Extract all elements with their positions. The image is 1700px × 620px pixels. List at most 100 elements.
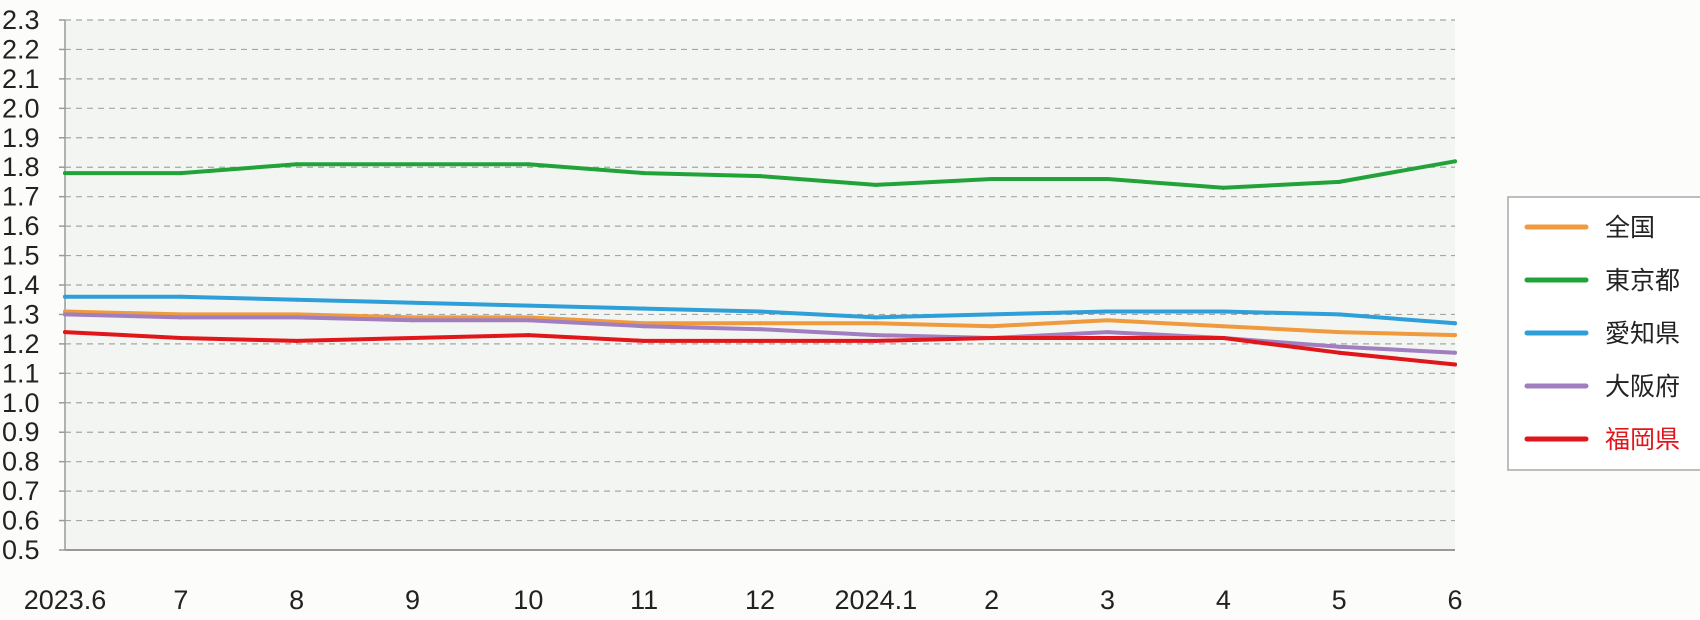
x-tick-label: 2 xyxy=(984,585,999,615)
y-tick-label: 0.6 xyxy=(2,506,40,536)
data-point xyxy=(642,171,647,176)
data-point xyxy=(1453,350,1457,355)
data-point xyxy=(410,336,415,340)
data-point xyxy=(526,333,531,338)
data-point xyxy=(526,318,531,323)
data-point xyxy=(63,312,67,317)
data-point xyxy=(1337,330,1342,335)
y-tick-label: 1.0 xyxy=(2,388,40,418)
data-point xyxy=(989,312,994,317)
data-point xyxy=(758,309,762,314)
data-point xyxy=(1337,179,1342,184)
data-point xyxy=(410,300,415,305)
x-tick-label: 12 xyxy=(745,585,775,615)
data-point xyxy=(410,318,415,323)
data-point xyxy=(410,162,415,167)
x-tick-label: 7 xyxy=(173,585,188,615)
x-tick-label: 8 xyxy=(289,585,304,615)
data-point xyxy=(758,338,762,343)
data-point xyxy=(63,330,67,335)
data-point xyxy=(989,177,994,181)
y-tick-label: 2.3 xyxy=(2,5,40,35)
x-tick-label: 10 xyxy=(513,585,543,615)
data-point xyxy=(526,162,531,167)
data-point xyxy=(873,315,878,320)
data-point xyxy=(758,174,762,179)
data-point xyxy=(1105,318,1110,323)
data-point xyxy=(873,333,878,338)
data-point xyxy=(1221,324,1226,329)
x-tick-label: 11 xyxy=(630,585,658,615)
data-point xyxy=(873,338,878,343)
data-point xyxy=(1221,309,1226,314)
data-point xyxy=(1105,336,1110,340)
data-point xyxy=(63,294,67,299)
y-axis xyxy=(59,19,66,551)
data-point xyxy=(1453,159,1457,164)
y-tick-label: 1.3 xyxy=(2,299,40,329)
x-tick-label: 6 xyxy=(1447,585,1462,615)
y-tick-label: 1.4 xyxy=(2,270,40,300)
x-tick-label: 2024.1 xyxy=(835,585,918,615)
y-tick-labels: 0.50.60.70.80.91.01.11.21.31.41.51.61.71… xyxy=(2,5,40,565)
y-tick-label: 1.1 xyxy=(2,358,40,388)
data-point xyxy=(989,336,994,340)
y-tick-label: 1.5 xyxy=(2,241,40,271)
data-point xyxy=(1105,330,1110,335)
legend-label: 福岡県 xyxy=(1605,425,1680,454)
data-point xyxy=(989,324,994,329)
data-point xyxy=(178,171,183,176)
y-tick-label: 1.8 xyxy=(2,152,40,182)
data-point xyxy=(294,315,299,320)
data-point xyxy=(63,171,67,176)
data-point xyxy=(1337,350,1342,355)
y-tick-label: 2.2 xyxy=(2,34,40,64)
data-point xyxy=(178,294,183,299)
y-tick-label: 1.7 xyxy=(2,182,40,212)
y-tick-label: 0.8 xyxy=(2,447,40,477)
y-tick-label: 2.1 xyxy=(2,64,40,94)
y-tick-label: 2.0 xyxy=(2,93,40,123)
data-point xyxy=(1453,333,1457,338)
data-point xyxy=(178,315,183,320)
data-point xyxy=(642,338,647,343)
data-point xyxy=(642,324,647,329)
data-point xyxy=(294,162,299,167)
data-point xyxy=(1221,185,1226,190)
x-tick-label: 5 xyxy=(1332,585,1347,615)
x-tick-label: 9 xyxy=(405,585,420,615)
series-lines xyxy=(63,159,1457,367)
data-point xyxy=(526,303,531,308)
y-tick-label: 0.7 xyxy=(2,476,40,506)
data-point xyxy=(642,306,647,311)
legend-label: 東京都 xyxy=(1605,266,1680,295)
legend-label: 全国 xyxy=(1605,213,1655,242)
data-point xyxy=(873,182,878,187)
x-tick-labels: 2023.6 7 8 9 10 11 12 2024.1 2 3 4 5 6 xyxy=(24,585,1463,615)
data-point xyxy=(178,336,183,340)
data-point xyxy=(758,327,762,332)
data-point xyxy=(1337,312,1342,317)
legend-label: 大阪府 xyxy=(1605,372,1680,401)
data-point xyxy=(1221,336,1226,340)
legend-label: 愛知県 xyxy=(1605,319,1680,348)
data-point xyxy=(1105,177,1110,181)
data-point xyxy=(1453,362,1457,367)
y-tick-label: 1.9 xyxy=(2,123,40,153)
data-point xyxy=(294,338,299,343)
data-point xyxy=(758,321,762,326)
data-point xyxy=(1453,321,1457,326)
y-tick-label: 1.6 xyxy=(2,211,40,241)
x-tick-label: 4 xyxy=(1216,585,1231,615)
data-point xyxy=(1105,309,1110,314)
x-tick-label: 3 xyxy=(1100,585,1115,615)
x-tick-label: 2023.6 xyxy=(24,585,107,615)
y-tick-label: 0.9 xyxy=(2,417,40,447)
y-tick-label: 1.2 xyxy=(2,329,40,359)
data-point xyxy=(873,321,878,326)
data-point xyxy=(294,297,299,302)
data-point xyxy=(1337,344,1342,349)
y-tick-label: 0.5 xyxy=(2,535,40,565)
